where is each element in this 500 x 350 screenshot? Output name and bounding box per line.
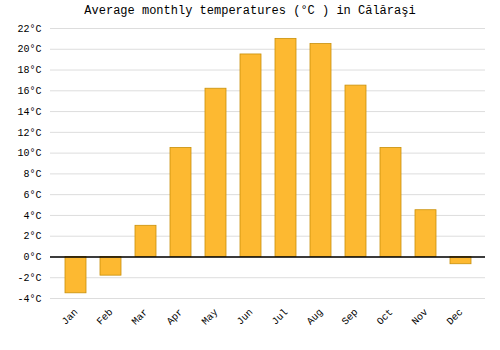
svg-text:20°C: 20°C: [17, 44, 41, 55]
svg-text:Sep: Sep: [340, 307, 361, 328]
svg-text:Jul: Jul: [270, 307, 291, 328]
svg-text:May: May: [200, 307, 221, 328]
svg-text:10°C: 10°C: [17, 148, 41, 159]
svg-text:Oct: Oct: [375, 307, 396, 328]
svg-text:18°C: 18°C: [17, 65, 41, 76]
svg-text:Apr: Apr: [165, 307, 186, 328]
svg-text:-2°C: -2°C: [17, 273, 41, 284]
svg-text:8°C: 8°C: [23, 169, 41, 180]
svg-text:4°C: 4°C: [23, 211, 41, 222]
svg-text:0°C: 0°C: [23, 252, 41, 263]
svg-text:16°C: 16°C: [17, 86, 41, 97]
svg-text:Dec: Dec: [445, 307, 466, 328]
svg-text:2°C: 2°C: [23, 231, 41, 242]
html-text:Average monthly temperatures (: Average monthly temperatures (°C ) in Că…: [84, 4, 416, 18]
svg-text:Feb: Feb: [95, 307, 116, 328]
svg-text:-4°C: -4°C: [17, 294, 41, 305]
svg-text:Nov: Nov: [410, 307, 431, 328]
svg-text:14°C: 14°C: [17, 107, 41, 118]
svg-text:Mar: Mar: [130, 307, 151, 328]
svg-text:Jan: Jan: [60, 307, 81, 328]
svg-text:6°C: 6°C: [23, 190, 41, 201]
svg-text:12°C: 12°C: [17, 128, 41, 139]
svg-text:Jun: Jun: [235, 307, 256, 328]
svg-text:22°C: 22°C: [17, 24, 41, 35]
svg-text:Aug: Aug: [305, 307, 326, 328]
